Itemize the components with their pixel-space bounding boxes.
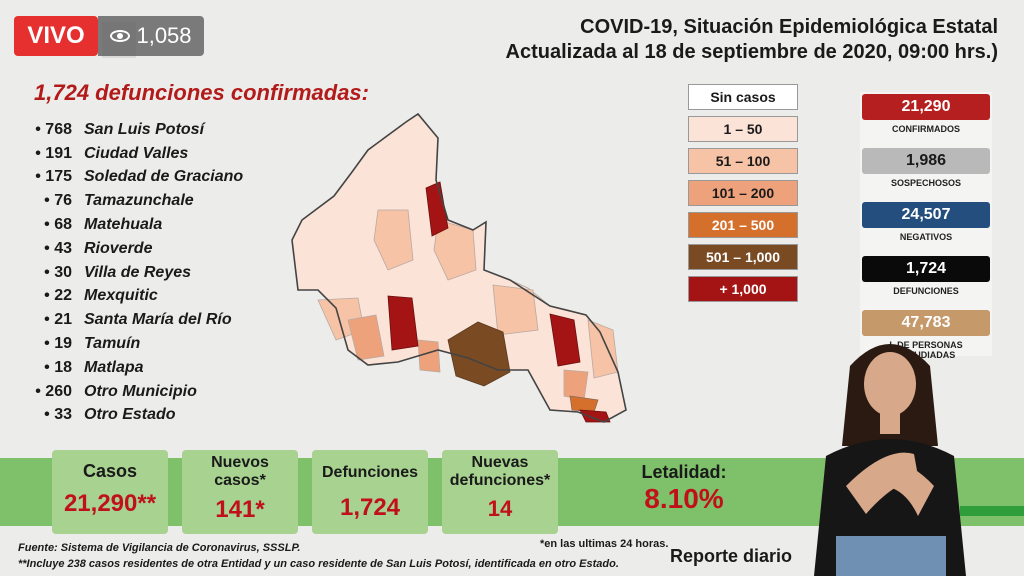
new-deaths-card: Nuevas defunciones* 14	[442, 450, 558, 534]
new-cases-card: Nuevos casos* 141*	[182, 450, 298, 534]
municipality-count: 43	[22, 240, 76, 258]
stat-value: 1,724	[862, 256, 990, 282]
municipality-name: Ciudad Valles	[84, 144, 189, 162]
municipality-row: 43 Rioverde	[22, 237, 282, 261]
map-legend: Sin casos 1 – 50 51 – 100 101 – 200 201 – 50…	[688, 84, 798, 308]
stat-value: 24,507	[862, 202, 990, 228]
title-line-2: Actualizada al 18 de septiembre de 2020,…	[505, 41, 998, 63]
map-region-h	[563, 369, 589, 401]
municipality-count: 18	[22, 359, 76, 377]
footnote: *en las ultimas 24 horas.	[540, 538, 669, 550]
stat-label: CONFIRMADOS	[892, 124, 960, 134]
new-deaths-label: Nuevas defunciones*	[449, 454, 551, 489]
municipality-name: Tamuín	[84, 335, 141, 353]
municipality-name: San Luis Potosí	[84, 120, 205, 138]
municipality-row: 260 Otro Municipio	[22, 380, 282, 404]
municipality-name: Tamazunchale	[84, 192, 194, 210]
interpreter-figure	[814, 344, 966, 576]
lethality-value: 8.10%	[644, 483, 724, 514]
map-region-f	[347, 314, 385, 361]
map-region-g	[417, 339, 441, 373]
new-cases-value: 141*	[215, 496, 265, 523]
cases-card: Casos 21,290**	[52, 450, 168, 534]
viewer-count: 1,058	[98, 16, 204, 56]
municipality-name: Matehuala	[84, 216, 163, 234]
new-cases-label: Nuevos casos*	[211, 454, 269, 489]
title-line-1: COVID-19, Situación Epidemiológica Estat…	[580, 16, 998, 38]
live-badge: VIVO	[14, 16, 98, 56]
municipality-count: 19	[22, 335, 76, 353]
stat-value: 21,290	[862, 94, 990, 120]
stat-value: 47,783	[862, 310, 990, 336]
municipality-count: 191	[22, 145, 76, 163]
municipality-count: 175	[22, 168, 76, 186]
municipality-count: 30	[22, 264, 76, 282]
municipality-count: 260	[22, 383, 76, 401]
deaths-label: Defunciones	[321, 464, 418, 481]
municipality-row: 76 Tamazunchale	[22, 189, 282, 213]
municipality-row: 175 Soledad de Graciano	[22, 166, 282, 190]
map-region-tamazunchale	[579, 409, 611, 423]
viewer-count-value: 1,058	[136, 23, 192, 48]
deaths-card: Defunciones 1,724	[312, 450, 428, 534]
municipality-name: Santa María del Río	[84, 311, 232, 329]
municipality-count: 768	[22, 121, 76, 139]
inclusion-note: **Incluye 238 casos residentes de otra E…	[18, 558, 619, 570]
legend-item: Sin casos	[688, 84, 798, 110]
municipality-name: Soledad de Graciano	[84, 168, 244, 186]
stat-label: NEGATIVOS	[899, 232, 953, 242]
page-title: COVID-19, Situación Epidemiológica Estat…	[506, 16, 998, 64]
eye-icon	[110, 30, 131, 42]
legend-item: 501 – 1,000	[688, 244, 798, 270]
municipality-count: 76	[22, 192, 76, 210]
new-deaths-value: 14	[487, 496, 513, 521]
legend-item: 101 – 200	[688, 180, 798, 206]
cases-value: 21,290**	[63, 490, 157, 517]
stat-label: SOSPECHOSOS	[890, 178, 962, 188]
municipality-row: 22 Mexquitic	[22, 285, 282, 309]
stats-panel: 21,290 CONFIRMADOS 1,986 SOSPECHOSOS 24,507 N…	[860, 92, 992, 360]
municipality-row: 33 Otro Estado	[22, 404, 282, 428]
stat-label: L DE PERSONAS ESTUDIADAS	[889, 340, 963, 360]
report-label: Reporte diario	[670, 546, 793, 566]
map-region-soledad	[447, 321, 511, 387]
municipality-row: 68 Matehuala	[22, 213, 282, 237]
deaths-heading: 1,724 defunciones confirmadas:	[34, 80, 369, 105]
legend-item: + 1,000	[688, 276, 798, 302]
legend-item: 201 – 500	[688, 212, 798, 238]
municipality-row: 191 Ciudad Valles	[22, 142, 282, 166]
deaths-value: 1,724	[339, 494, 401, 521]
municipality-row: 21 Santa María del Río	[22, 308, 282, 332]
municipality-count: 21	[22, 311, 76, 329]
municipality-count: 33	[22, 406, 76, 424]
map-region-a	[373, 209, 414, 271]
legend-item: 1 – 50	[688, 116, 798, 142]
map-region-slp	[387, 295, 419, 351]
source-note: Fuente: Sistema de Vigilancia de Coronav…	[18, 542, 301, 554]
band-stripe	[960, 506, 1024, 516]
municipality-name: Otro Municipio	[84, 382, 197, 400]
lethality-card: Letalidad: 8.10%	[566, 450, 802, 534]
municipality-name: Otro Estado	[84, 406, 176, 424]
municipality-count: 68	[22, 216, 76, 234]
map-region-d	[492, 284, 539, 336]
municipality-name: Rioverde	[84, 239, 153, 257]
municipality-name: Matlapa	[84, 358, 144, 376]
municipality-count: 22	[22, 287, 76, 305]
map-region-valles	[549, 313, 581, 367]
municipality-row: 768 San Luis Potosí	[22, 118, 282, 142]
legend-item: 51 – 100	[688, 148, 798, 174]
cases-label: Casos	[82, 461, 138, 481]
stat-value: 1,986	[862, 148, 990, 174]
municipality-name: Villa de Reyes	[84, 263, 192, 281]
map-region-matehuala	[425, 181, 449, 237]
municipality-name: Mexquitic	[84, 287, 158, 305]
state-map	[291, 112, 627, 423]
lethality-label: Letalidad:	[641, 462, 727, 482]
municipality-row: 30 Villa de Reyes	[22, 261, 282, 285]
municipality-list: 768 San Luis Potosí 191 Ciudad Valles 175 Sol…	[22, 118, 282, 427]
municipality-row: 18 Matlapa	[22, 356, 282, 380]
stat-label: DEFUNCIONES	[893, 286, 959, 296]
municipality-row: 19 Tamuín	[22, 332, 282, 356]
